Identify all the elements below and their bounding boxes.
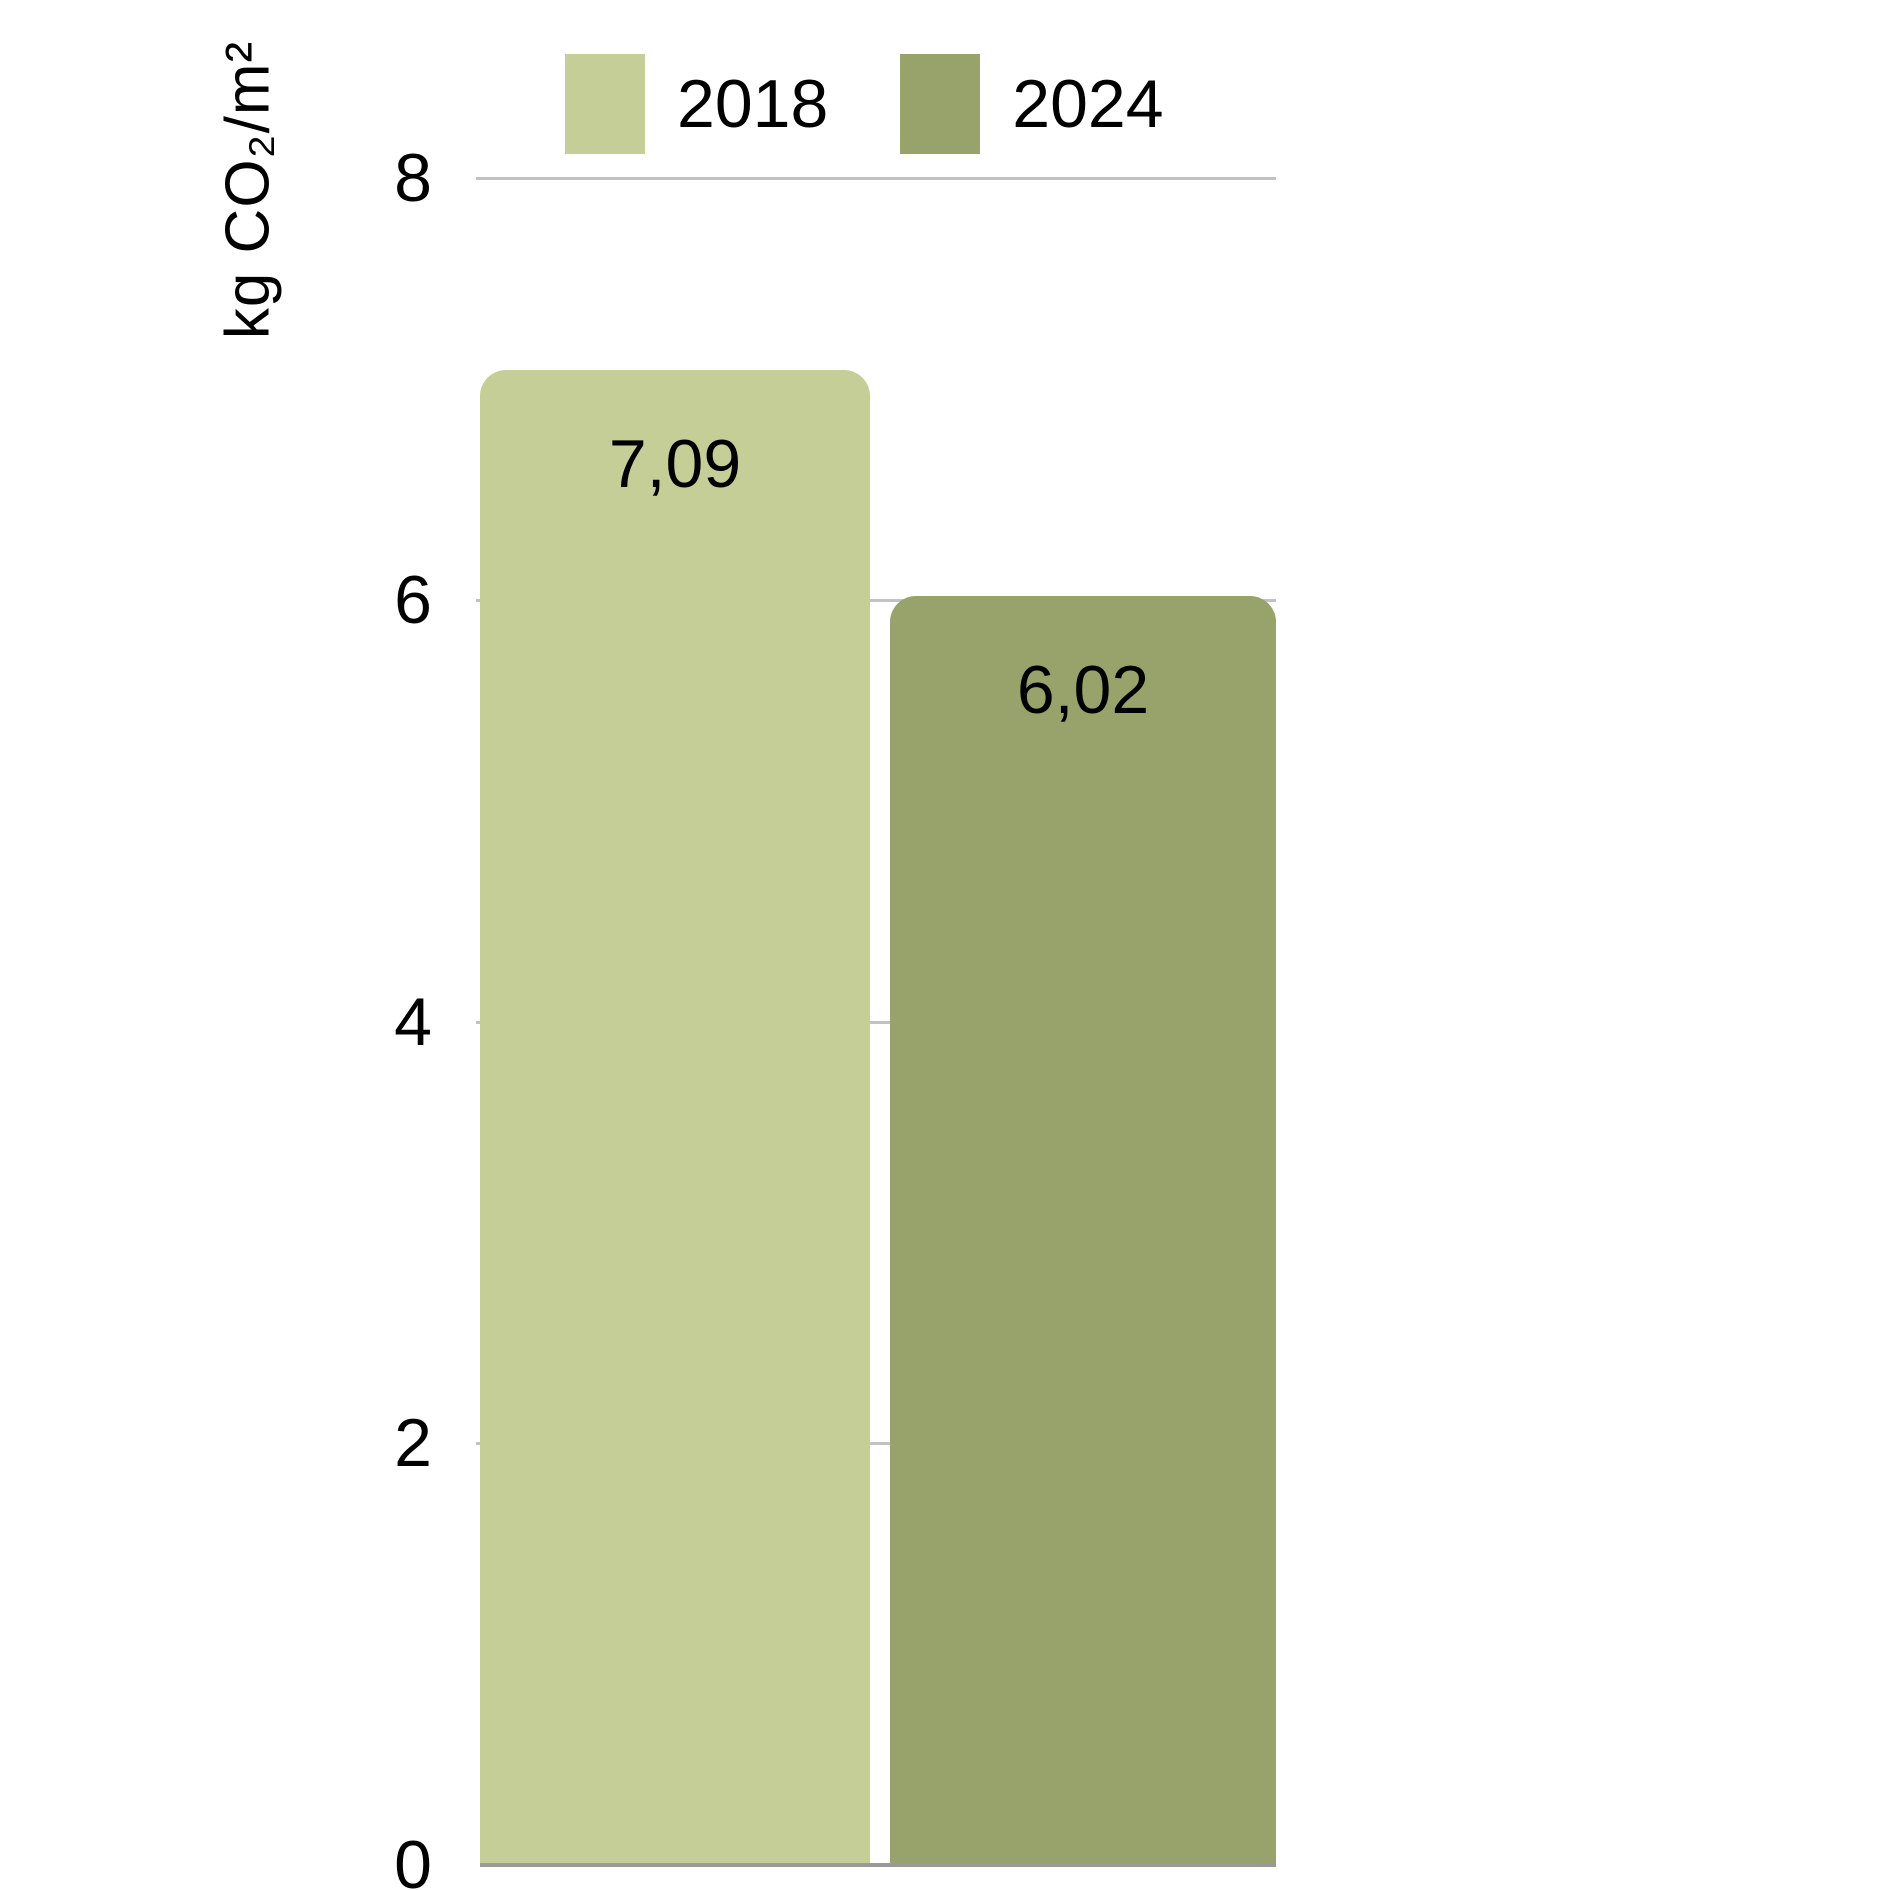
bar-2018: 7,09 (480, 369, 870, 1865)
bar-2024: 6,02 (890, 595, 1276, 1865)
bar-value-label-2024: 6,02 (1016, 651, 1150, 728)
y-tick-label-2: 2 (394, 1405, 432, 1482)
y-tick-label-4: 4 (394, 983, 432, 1060)
gridline-2 (476, 1442, 1276, 1446)
gridline-8 (476, 177, 1276, 180)
legend-swatch-2024 (900, 54, 981, 154)
y-tick-label-0: 0 (394, 1827, 432, 1890)
gridline-6 (476, 598, 1276, 602)
legend-item-2024: 2024 (900, 54, 1164, 154)
legend: 2018 2024 (565, 48, 1164, 160)
y-tick-label-8: 8 (394, 140, 432, 216)
y-tick-label-6: 6 (394, 561, 432, 638)
legend-item-2018: 2018 (565, 54, 828, 154)
legend-label-2024: 2024 (1012, 66, 1164, 142)
bar-value-label-2018: 7,09 (608, 425, 742, 502)
x-axis-baseline (480, 1863, 1276, 1867)
gridline-4 (476, 1020, 1276, 1024)
plot-area: 7,09 6,02 (476, 177, 1276, 1867)
legend-label-2018: 2018 (677, 66, 829, 142)
legend-swatch-2018 (565, 54, 645, 154)
